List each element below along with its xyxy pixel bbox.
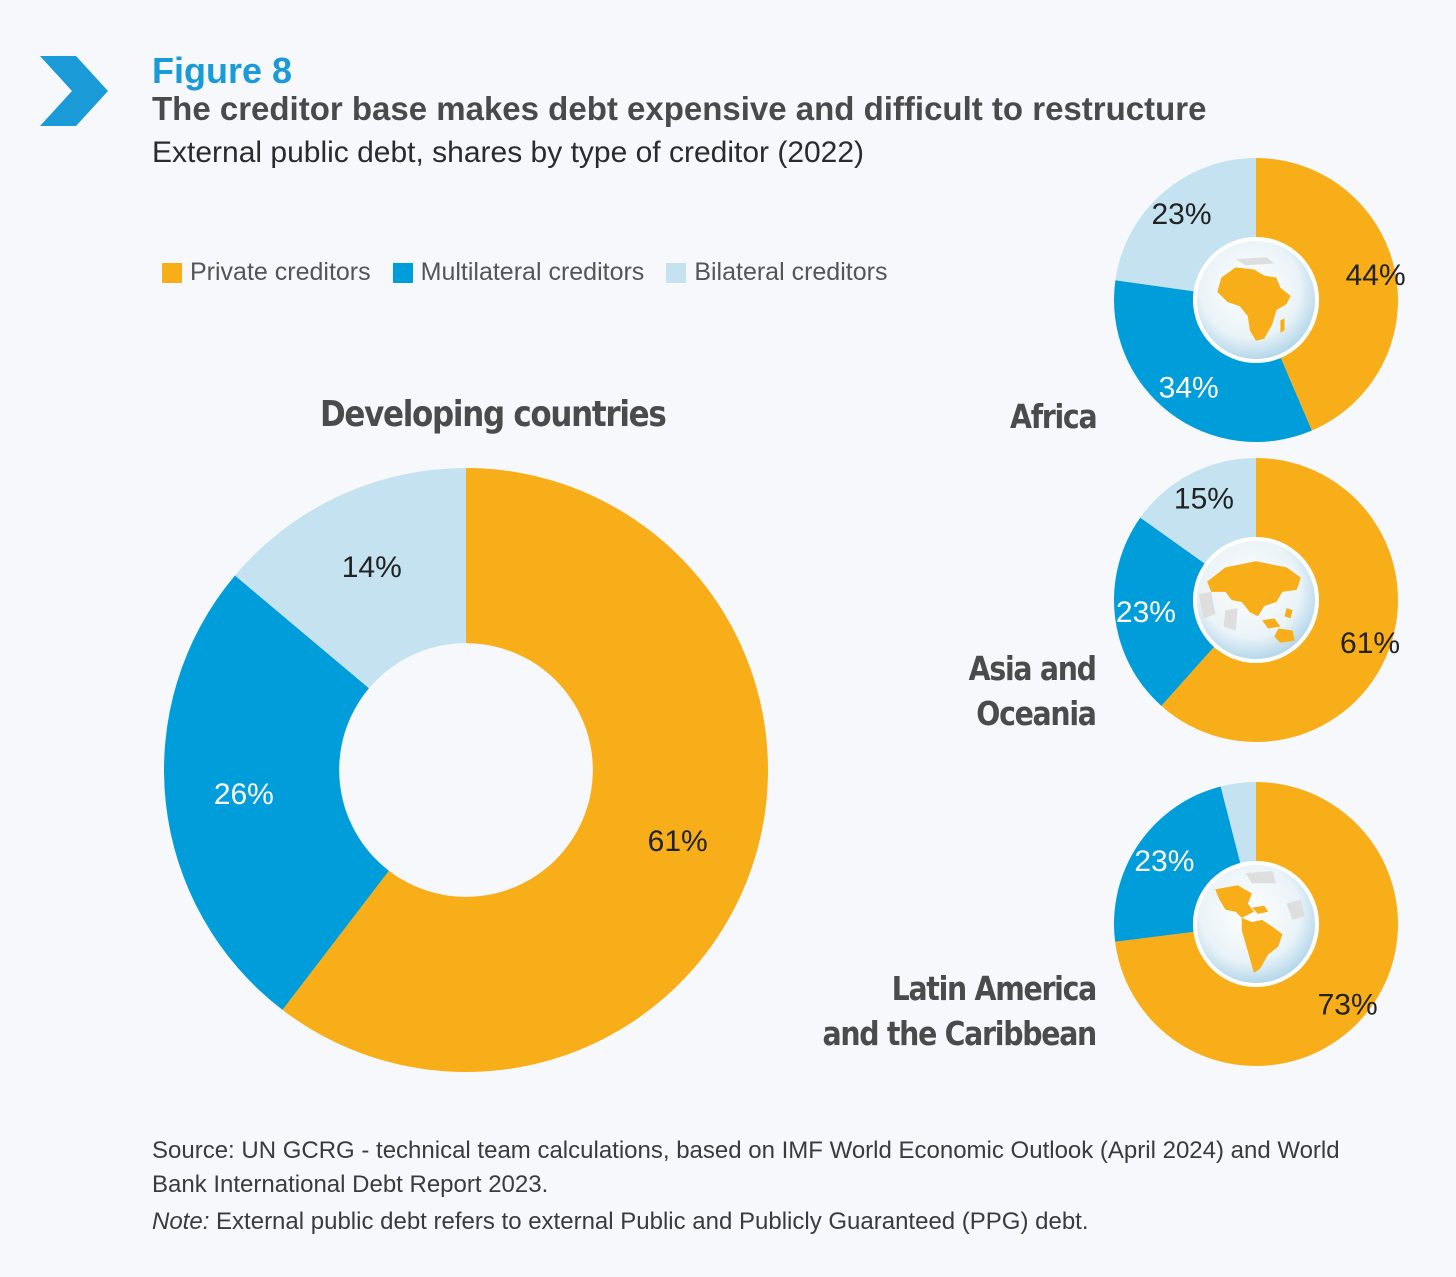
figure-label: Figure 8 [152, 50, 293, 91]
donut-chart-latin-america: 73% 23% [1114, 782, 1398, 1066]
segment-africa-bilateral [1115, 158, 1256, 292]
chart-title-latam-line-1: Latin America [891, 969, 1098, 1008]
segment-developing-multilateral [163, 575, 389, 1010]
data-label-africa-multilateral: 34% [1159, 371, 1219, 404]
africa-globe-icon [1192, 236, 1320, 364]
americas-globe-icon [1192, 860, 1320, 988]
data-label-developing-multilateral: 26% [214, 778, 274, 811]
legend-label-multilateral: Multilateral creditors [420, 258, 645, 286]
figure-title: The creditor base makes debt expensive a… [152, 90, 1207, 127]
legend-label-private: Private creditors [190, 258, 371, 286]
legend-swatch-private [162, 262, 182, 283]
segment-latam-bilateral [1220, 782, 1256, 865]
data-label-developing-private: 61% [648, 825, 708, 858]
segment-latam-multilateral [1114, 786, 1241, 942]
segment-asia-bilateral [1140, 458, 1256, 565]
legend-swatch-multilateral [392, 262, 413, 283]
legend: Private creditors Multilateral creditors… [162, 258, 909, 287]
source-text: Source: UN GCRG - technical team calcula… [152, 1137, 1340, 1198]
legend-item-bilateral: Bilateral creditors [666, 258, 887, 287]
legend-item-multilateral: Multilateral creditors [392, 258, 645, 287]
legend-item-private: Private creditors [162, 258, 371, 287]
chevron-right-icon [40, 56, 108, 126]
data-label-asia-multilateral: 23% [1116, 596, 1176, 629]
segment-latam-private [1115, 782, 1398, 1066]
data-label-africa-private: 44% [1346, 259, 1406, 292]
legend-label-bilateral: Bilateral creditors [694, 258, 888, 286]
chart-title-asia-oceania: Asia and Oceania [969, 646, 1098, 736]
chart-title-developing: Developing countries [320, 394, 667, 435]
note: Note: External public debt refers to ext… [152, 1208, 1089, 1236]
data-label-developing-bilateral: 14% [342, 551, 402, 584]
segment-asia-multilateral [1114, 517, 1216, 706]
donut-chart-africa: 44% 34% 23% [1114, 158, 1406, 442]
segment-developing-bilateral [234, 468, 466, 689]
donut-chart-asia-oceania: 61% 23% 15% [1114, 458, 1400, 742]
data-label-asia-private: 61% [1340, 627, 1400, 660]
note-text: External public debt refers to external … [209, 1208, 1089, 1235]
chart-title-africa: Africa [1009, 397, 1098, 436]
asia-globe-icon [1192, 536, 1320, 664]
chart-title-asia-line-2: Oceania [976, 694, 1098, 733]
note-label: Note: [152, 1208, 210, 1235]
data-label-africa-bilateral: 23% [1151, 198, 1211, 231]
data-label-latam-multilateral: 23% [1134, 845, 1194, 878]
chart-title-latam-line-2: and the Caribbean [822, 1014, 1098, 1053]
donut-chart-developing: 61% 26% 14% [163, 468, 769, 1072]
segment-asia-private [1161, 458, 1398, 742]
segment-developing-private [282, 468, 769, 1072]
chart-title-latin-america: Latin America and the Caribbean [822, 966, 1098, 1056]
data-label-latam-private: 73% [1318, 988, 1378, 1021]
segment-africa-private [1256, 158, 1398, 431]
segment-africa-multilateral [1114, 280, 1312, 442]
figure-subtitle: External public debt, shares by type of … [152, 136, 865, 169]
legend-swatch-bilateral [666, 262, 687, 283]
chart-title-asia-line-1: Asia and [969, 649, 1097, 688]
data-label-asia-bilateral: 15% [1174, 483, 1234, 516]
